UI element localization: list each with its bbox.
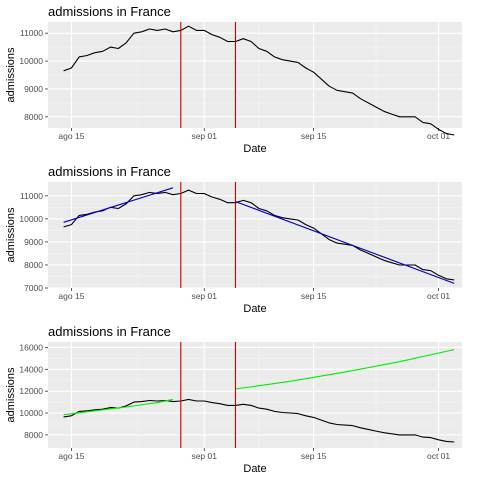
series-line-2 (63, 187, 174, 223)
series-line-3 (235, 201, 455, 284)
x-axis-title: Date (243, 463, 266, 475)
x-tick-label: oct 01 (427, 131, 450, 141)
chart-title: admissions in France (48, 4, 171, 19)
chart-panel-2: 7000 8000 9000 10000 11000 ago 15 sep 01 sep 15… (5, 164, 462, 315)
chart-panel-3: 8000 10000 12000 14000 16000 ago 15 sep 01 sep … (5, 324, 462, 475)
chart-title: admissions in France (48, 324, 171, 339)
x-tick-label: ago 15 (58, 131, 84, 141)
x-tick-label: sep 01 (191, 131, 217, 141)
y-tick-label: 7000 (24, 283, 43, 293)
x-axis-title: Date (243, 143, 266, 155)
y-tick-label: 9000 (24, 237, 43, 247)
x-tick-label: sep 15 (301, 131, 327, 141)
y-tick-label: 11000 (20, 28, 43, 38)
x-axis-title: Date (243, 303, 266, 315)
x-tick-label: sep 01 (191, 451, 217, 461)
y-tick-label: 10000 (19, 214, 43, 224)
y-tick-label: 11000 (20, 191, 43, 201)
chart-title: admissions in France (48, 164, 171, 179)
y-tick-label: 9000 (24, 84, 43, 94)
y-axis-title: admissions (5, 367, 17, 423)
x-tick-label: sep 15 (301, 451, 327, 461)
y-axis-title: admissions (5, 47, 17, 103)
x-tick-label: oct 01 (427, 291, 450, 301)
x-tick-label: oct 01 (427, 451, 450, 461)
y-tick-label: 8000 (24, 112, 43, 122)
x-tick-label: ago 15 (58, 451, 84, 461)
y-tick-label: 12000 (19, 386, 43, 396)
plot-background (48, 182, 462, 288)
series-line-2 (63, 398, 174, 416)
y-axis-title: admissions (5, 207, 17, 263)
x-tick-label: sep 01 (191, 291, 217, 301)
y-tick-label: 8000 (24, 260, 43, 270)
y-tick-label: 10000 (19, 408, 43, 418)
chart-panel-1: 8000 9000 10000 11000 ago 15 sep 01 sep 15 oct … (5, 4, 462, 155)
x-tick-label: ago 15 (58, 291, 84, 301)
y-tick-label: 8000 (24, 430, 43, 440)
y-tick-label: 16000 (19, 342, 43, 352)
series-line-1 (63, 25, 455, 136)
y-tick-label: 10000 (19, 56, 43, 66)
series-line-3 (235, 349, 455, 390)
x-tick-label: sep 15 (301, 291, 327, 301)
series-line-1 (63, 398, 455, 443)
plot-background (48, 342, 462, 448)
y-tick-label: 14000 (19, 364, 43, 374)
